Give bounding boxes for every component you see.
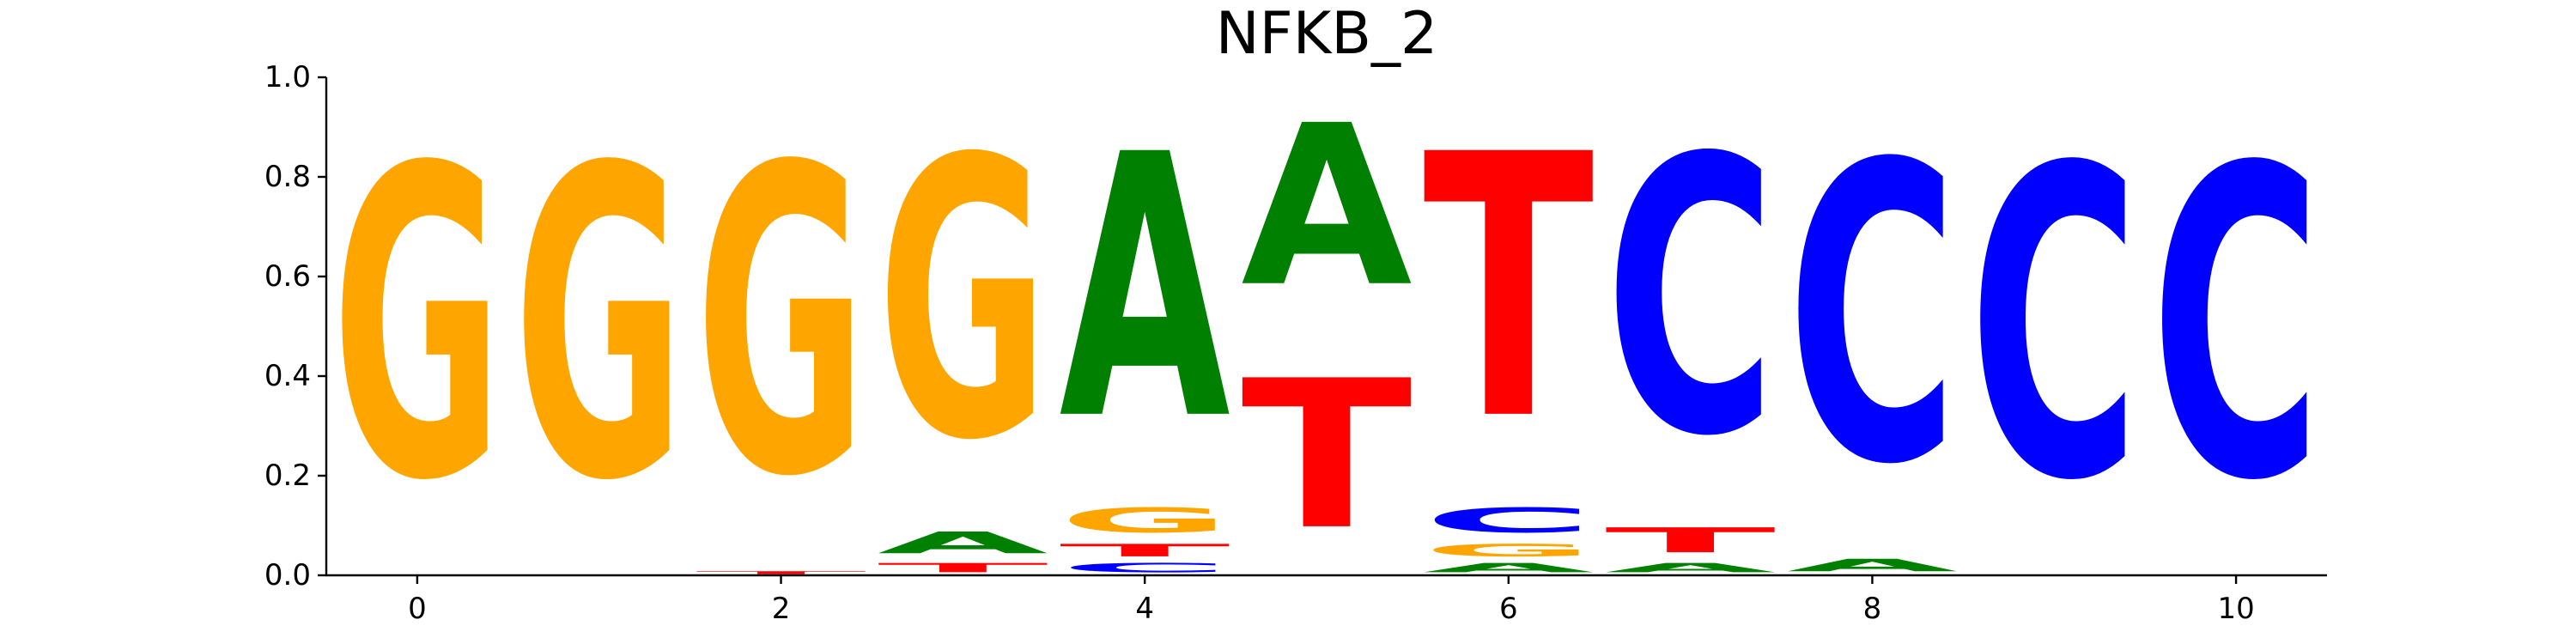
logo-letter-A-pos-4: A [1060, 79, 1232, 500]
logo-letter-T-pos-5: T [1241, 337, 1413, 574]
x-tick-label: 8 [1863, 592, 1882, 626]
logo-letter-G-pos-6: G [1423, 540, 1594, 560]
x-tick-label: 2 [772, 592, 791, 626]
logo-letter-G-pos-3: G [878, 78, 1048, 524]
logo-letter-C-pos-8: C [1787, 79, 1958, 555]
logo-letter-A-pos-7: A [1605, 561, 1776, 575]
logo-letter-G-pos-1: G [513, 79, 684, 574]
logo-letter-T-pos-4: T [1060, 540, 1230, 560]
logo-letter-G-pos-0: G [331, 79, 502, 574]
logo-letter-A-pos-3: A [878, 526, 1048, 560]
logo-letter-A-pos-5: A [1241, 77, 1413, 335]
x-tick-label: 0 [408, 592, 427, 626]
axes-layer: 0.0 0.2 0.4 0.6 0.8 1.0 0 2 4 6 8 10 [264, 60, 2327, 626]
y-tick-label: 0.0 [264, 558, 311, 592]
x-tick-label: 10 [2217, 592, 2254, 626]
logo-letter-C-pos-10: C [2151, 79, 2322, 574]
logo-letter-T-pos-2: T [696, 570, 866, 575]
logo-letter-A-pos-6: A [1423, 561, 1594, 575]
logo-letter-A-pos-8: A [1787, 556, 1958, 575]
y-tick-label: 0.2 [264, 459, 311, 493]
logo-letter-G-pos-2: G [696, 80, 866, 570]
chart-title: NFKB_2 [1216, 0, 1438, 68]
x-tick-label: 6 [1499, 592, 1518, 626]
logo-letter-C-pos-9: C [1969, 79, 2140, 574]
logo-letter-T-pos-7: T [1605, 521, 1776, 561]
logo-letter-C-pos-6: C [1423, 501, 1594, 540]
y-tick-label: 0.4 [264, 359, 311, 393]
y-tick-label: 1.0 [264, 60, 311, 94]
logo-letter-G-pos-4: G [1060, 501, 1230, 540]
logo-letter-C-pos-7: C [1605, 79, 1776, 519]
logo-letter-T-pos-3: T [878, 561, 1048, 575]
logo-letter-C-pos-4: C [1060, 561, 1230, 575]
y-tick-label: 0.6 [264, 259, 311, 294]
logo-letter-T-pos-6: T [1423, 79, 1595, 499]
y-tick-label: 0.8 [264, 160, 311, 194]
x-tick-label: 4 [1135, 592, 1154, 626]
